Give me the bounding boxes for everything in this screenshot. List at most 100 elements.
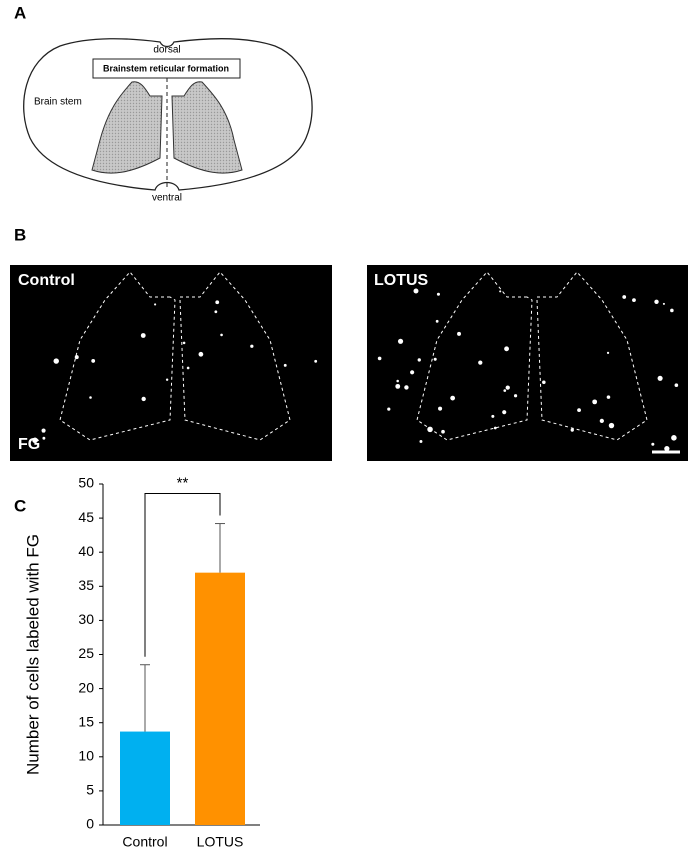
micrographs: Control FG LOTUS [10, 265, 688, 461]
cell [214, 310, 218, 314]
y-tick-label: 45 [78, 509, 94, 525]
cell [670, 308, 674, 313]
cell [577, 408, 581, 413]
region-outline [59, 271, 176, 441]
cell [457, 331, 461, 336]
cell [377, 356, 382, 361]
micrograph [367, 265, 688, 461]
cell [542, 380, 546, 385]
y-tick-label: 40 [78, 543, 94, 559]
cell [186, 366, 190, 370]
cell [592, 399, 598, 405]
y-tick-label: 50 [78, 475, 94, 491]
cell [450, 395, 456, 401]
cell [504, 346, 509, 352]
cell [570, 428, 574, 432]
cell [182, 341, 186, 345]
y-tick-label: 25 [78, 645, 94, 661]
cell [606, 351, 610, 354]
cell [396, 379, 399, 383]
cell [513, 394, 518, 398]
cell [41, 428, 46, 433]
x-tick-label: LOTUS [197, 834, 244, 850]
cell [314, 359, 318, 363]
region-outline [536, 271, 648, 441]
y-tick-label: 30 [78, 611, 94, 627]
error-bar [215, 523, 225, 573]
cell [622, 295, 627, 299]
significance-label: ** [177, 475, 189, 492]
cell [657, 375, 663, 381]
x-tick-label: Control [122, 834, 167, 850]
micrograph-label: Control [18, 272, 75, 289]
region-box [92, 58, 241, 79]
cell [662, 302, 665, 305]
cell [433, 357, 437, 361]
cell [395, 383, 401, 389]
region-outline [416, 271, 533, 441]
dorsal-label: dorsal [153, 45, 180, 56]
panel-label: C [14, 496, 26, 515]
cell [606, 395, 611, 399]
cell [250, 344, 254, 348]
cell [74, 355, 79, 360]
micrograph [10, 265, 332, 461]
cell [140, 333, 146, 338]
cell [215, 300, 220, 305]
cell [198, 351, 204, 357]
y-tick-label: 15 [78, 713, 94, 729]
bar [195, 572, 245, 825]
cell [502, 410, 507, 415]
cell [397, 338, 404, 344]
cell [503, 389, 507, 392]
cell [89, 396, 92, 399]
cell [413, 288, 419, 294]
cell [441, 429, 445, 434]
cell [283, 363, 287, 367]
cell [674, 383, 679, 387]
cell [427, 426, 433, 433]
cell [42, 436, 46, 440]
panel-label: A [14, 3, 26, 22]
brain-stem-label: Brain stem [34, 97, 82, 108]
y-tick-label: 20 [78, 679, 94, 695]
cell [220, 333, 223, 337]
cell [387, 407, 391, 411]
cell [499, 290, 502, 293]
cell [419, 439, 423, 443]
cell [436, 292, 440, 296]
cell [632, 298, 636, 303]
cell [478, 360, 483, 365]
panel-label: B [14, 225, 26, 244]
cell [410, 370, 415, 375]
ventral-label: ventral [152, 193, 182, 204]
cell [664, 446, 670, 452]
cell [435, 319, 439, 323]
cell [32, 437, 38, 444]
y-tick-label: 5 [86, 782, 94, 798]
cell [651, 442, 655, 446]
cell [599, 418, 604, 424]
cell [608, 422, 615, 429]
cell [671, 435, 677, 441]
cell [491, 414, 495, 418]
cell [493, 426, 497, 430]
micrograph-label: LOTUS [374, 272, 429, 289]
right-region [171, 81, 243, 174]
y-tick-label: 10 [78, 748, 94, 764]
cell [404, 385, 409, 390]
significance-bracket [144, 493, 221, 657]
y-tick-label: 35 [78, 577, 94, 593]
left-region [91, 81, 163, 174]
cell [91, 359, 96, 363]
y-tick-label: 0 [86, 816, 94, 832]
error-bar [140, 664, 150, 732]
bar [120, 731, 170, 825]
region-outline [179, 271, 291, 441]
y-axis-label: Number of cells labeled with FG [23, 534, 42, 775]
cell [438, 406, 443, 411]
region-label: Brainstem reticular formation [103, 63, 229, 73]
cell [417, 358, 421, 362]
cell [53, 358, 59, 364]
